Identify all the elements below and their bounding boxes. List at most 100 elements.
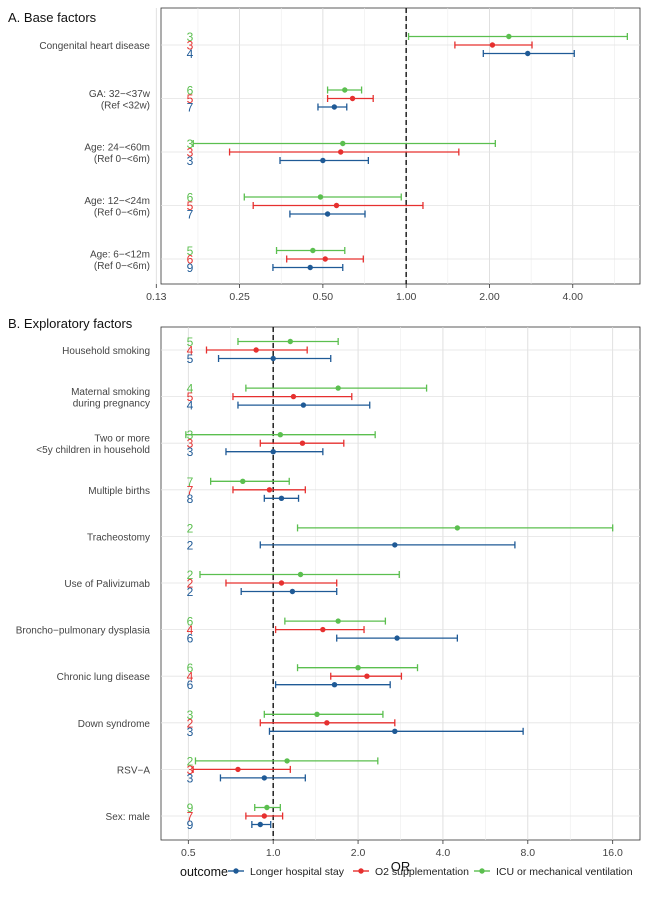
estimate-point-o2 bbox=[489, 42, 496, 48]
row-label: Broncho−pulmonary dysplasia bbox=[16, 626, 151, 637]
estimate-point-icu bbox=[317, 194, 324, 200]
count-label-o2: 5 bbox=[187, 92, 194, 106]
x-tick-label: 16.0 bbox=[602, 847, 623, 859]
legend-title: outcome bbox=[180, 865, 228, 879]
count-label-o2: 5 bbox=[187, 199, 194, 213]
legend-entry: O2 supplementation bbox=[353, 866, 469, 878]
estimate-point-stay bbox=[270, 355, 276, 362]
count-label-stay: 3 bbox=[187, 725, 194, 739]
count-label-stay: 3 bbox=[187, 445, 194, 459]
panel-title: B. Exploratory factors bbox=[8, 316, 133, 331]
count-label-stay: 2 bbox=[187, 585, 194, 599]
estimate-point-icu bbox=[264, 804, 270, 811]
forest-row: Household smoking 545 bbox=[62, 335, 339, 366]
estimate-point-o2 bbox=[278, 580, 285, 586]
estimate-point-stay bbox=[525, 50, 531, 57]
estimate-point-icu bbox=[314, 711, 320, 717]
count-label-stay: 9 bbox=[187, 818, 194, 832]
count-label-o2: 3 bbox=[187, 437, 194, 451]
estimate-point-icu bbox=[297, 571, 304, 578]
forest-row: Chronic lung disease 646 bbox=[57, 661, 419, 692]
row-label: Sex: male bbox=[106, 812, 151, 823]
count-label-o2: 2 bbox=[187, 577, 194, 591]
estimate-point-o2 bbox=[322, 256, 328, 262]
count-label-icu: 6 bbox=[187, 84, 194, 98]
estimate-point-o2 bbox=[333, 202, 340, 209]
estimate-point-o2 bbox=[253, 347, 259, 353]
row-label: GA: 32−<37w bbox=[89, 89, 151, 100]
count-label-icu: 6 bbox=[187, 191, 194, 205]
estimate-point-o2 bbox=[349, 95, 356, 102]
row-label: Use of Palivizumab bbox=[64, 579, 150, 590]
x-tick-label: 2.0 bbox=[351, 847, 366, 859]
count-label-o2: 3 bbox=[187, 763, 194, 777]
legend-key-point bbox=[233, 868, 239, 874]
estimate-point-icu bbox=[454, 525, 461, 531]
count-label-icu: 5 bbox=[187, 335, 194, 349]
count-label-icu: 6 bbox=[187, 661, 194, 675]
legend-label: ICU or mechanical ventilation bbox=[496, 866, 633, 878]
count-label-o2: 4 bbox=[187, 623, 194, 637]
row-label: Tracheostomy bbox=[87, 532, 150, 543]
legend-entry: Longer hospital stay bbox=[228, 866, 345, 878]
x-tick-label: 4.00 bbox=[563, 291, 584, 303]
x-tick-label: 2.00 bbox=[479, 291, 500, 303]
x-tick-label: 0.5 bbox=[181, 847, 196, 859]
row-label: (Ref 0−<6m) bbox=[94, 261, 150, 272]
count-label-icu: 9 bbox=[187, 801, 194, 815]
estimate-point-icu bbox=[240, 478, 246, 484]
estimate-point-o2 bbox=[320, 626, 326, 633]
estimate-point-stay bbox=[257, 821, 263, 828]
estimate-point-icu bbox=[335, 385, 341, 391]
count-label-o2: 3 bbox=[187, 39, 194, 53]
legend-key-point bbox=[358, 868, 364, 874]
row-label: Congenital heart disease bbox=[39, 41, 150, 52]
panel-b-exploratory-factors: B. Exploratory factors 0.5 1.0 2.0 4.0 8.0 16.… bbox=[8, 316, 641, 874]
count-label-stay: 8 bbox=[187, 492, 194, 506]
forest-row: Age: 6−<12m(Ref 0−<6m) 569 bbox=[90, 244, 364, 275]
count-label-stay: 4 bbox=[187, 47, 194, 61]
row-label: Multiple births bbox=[88, 486, 150, 497]
estimate-point-stay bbox=[331, 682, 338, 688]
row-label: <5y children in household bbox=[36, 445, 150, 456]
count-label-o2: 3 bbox=[187, 146, 194, 160]
row-label: Age: 6−<12m bbox=[90, 249, 150, 260]
row-label: during pregnancy bbox=[73, 398, 150, 409]
count-label-o2: 2 bbox=[187, 716, 194, 730]
estimate-point-stay bbox=[261, 775, 268, 781]
estimate-point-icu bbox=[277, 432, 284, 438]
row-label: Age: 24−<60m bbox=[84, 142, 150, 153]
x-tick-label: 0.25 bbox=[229, 291, 250, 303]
x-tick-label: 0.50 bbox=[313, 291, 334, 303]
count-label-icu: 7 bbox=[187, 475, 194, 489]
row-label: RSV−A bbox=[117, 765, 150, 776]
estimate-point-stay bbox=[392, 728, 398, 734]
estimate-point-o2 bbox=[266, 487, 273, 493]
row-label: Age: 12−<24m bbox=[84, 196, 150, 207]
estimate-point-stay bbox=[331, 104, 338, 110]
forest-row: Broncho−pulmonary dysplasia 646 bbox=[16, 615, 459, 646]
estimate-point-stay bbox=[394, 635, 400, 641]
estimate-point-icu bbox=[310, 247, 316, 254]
count-label-stay: 7 bbox=[187, 101, 194, 115]
estimate-point-stay bbox=[278, 495, 285, 501]
count-label-stay: 7 bbox=[187, 208, 194, 222]
count-label-o2: 4 bbox=[187, 344, 194, 358]
estimate-point-icu bbox=[506, 33, 512, 40]
row-label: Maternal smoking bbox=[71, 387, 150, 398]
estimate-point-icu bbox=[284, 758, 290, 764]
estimate-point-stay bbox=[270, 449, 276, 455]
x-tick-label: 0.13 bbox=[146, 291, 167, 303]
row-label: Household smoking bbox=[62, 346, 150, 357]
panel-a-base-factors: A. Base factors 0.13 0.25 0.50 1.00 2.00 4.00 C… bbox=[8, 7, 641, 303]
count-label-o2: 6 bbox=[187, 253, 194, 267]
count-label-stay: 6 bbox=[187, 678, 194, 692]
count-label-o2: 7 bbox=[187, 810, 194, 824]
forest-row: Down syndrome 323 bbox=[78, 708, 524, 739]
row-label: (Ref <32w) bbox=[101, 100, 150, 111]
